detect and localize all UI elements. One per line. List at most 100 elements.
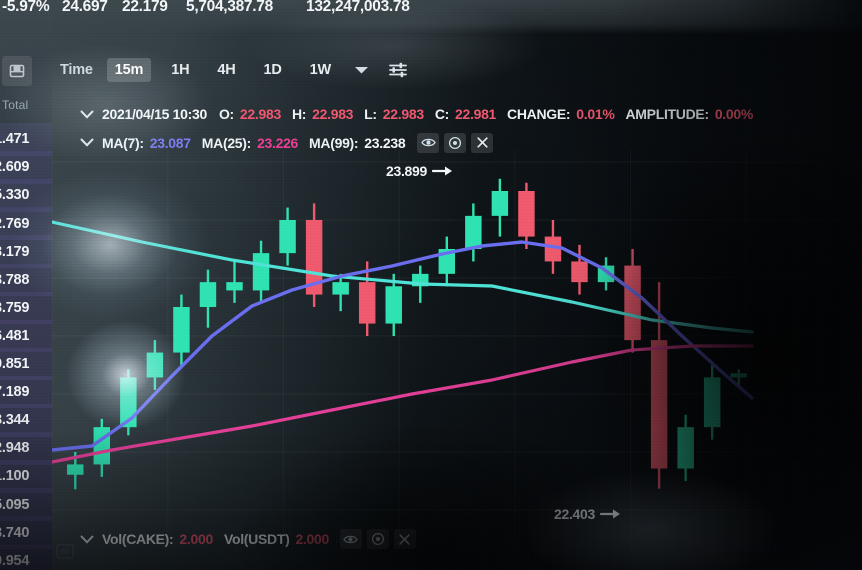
ma7-label: MA(7): xyxy=(102,134,144,151)
ma99-value: 23.238 xyxy=(364,134,406,151)
ma-line-series xyxy=(52,220,754,464)
ohlc-legend: 2021/04/15 10:30 O: 22.983 H: 22.983 L: … xyxy=(80,103,764,125)
candle-body xyxy=(146,352,164,378)
ma25-label: MA(25): xyxy=(201,134,252,151)
low-price-annotation: 22.403 xyxy=(554,506,622,522)
stat-volume-base: 5,704,387.78 xyxy=(186,0,273,15)
candle-body xyxy=(93,427,111,465)
ohlc-change-label: CHANGE: xyxy=(507,106,571,122)
ohlc-high-value: 22.983 xyxy=(312,106,354,122)
close-icon[interactable] xyxy=(393,529,416,549)
ohlc-datetime: 2021/04/15 10:30 xyxy=(102,106,207,122)
candle-body xyxy=(385,286,402,324)
timeframe-1h[interactable]: 1H xyxy=(171,62,190,78)
indicator-settings-icon[interactable] xyxy=(366,529,389,549)
ohlc-low-label: L: xyxy=(364,106,377,122)
order-book-sidebar: Total 1.471 2.609 5.330 2.769 3.179 3.788 3.75… xyxy=(0,0,52,570)
moving-average-legend: MA(7): 23.087 MA(25): 23.226 MA(99): 23.… xyxy=(80,131,498,154)
chevron-down-icon[interactable] xyxy=(353,64,370,76)
orderbook-total-value: 5.330 xyxy=(0,187,30,204)
low-price-label: 22.403 xyxy=(554,506,596,522)
candle-body xyxy=(465,215,482,249)
stat-24h-high: 24.697 xyxy=(62,0,108,15)
ohlc-close-label: C: xyxy=(434,106,450,122)
high-price-label: 23.899 xyxy=(386,163,428,179)
chart-settings-sliders-icon[interactable] xyxy=(388,61,408,79)
timeframe-1d[interactable]: 1D xyxy=(263,62,282,78)
volume-base-value: 2.000 xyxy=(179,531,213,547)
orderbook-row[interactable]: 0.954 xyxy=(0,544,52,570)
orderbook-total-value: 3.179 xyxy=(0,243,30,260)
candle-body xyxy=(358,282,376,324)
orderbook-total-value: 3.740 xyxy=(0,524,30,541)
ohlc-change-value: 0.01% xyxy=(576,106,615,122)
candle-body xyxy=(67,464,84,475)
ohlc-amplitude-value: 0.00% xyxy=(714,106,754,122)
orderbook-total-value: 1.471 xyxy=(0,131,30,148)
timeframe-4h[interactable]: 4H xyxy=(217,62,236,78)
ma7-line xyxy=(52,240,754,452)
chevron-down-icon[interactable] xyxy=(80,534,94,545)
candle-body xyxy=(279,220,296,254)
candle-body xyxy=(703,377,721,428)
stat-change-percent: -5.97% xyxy=(2,0,50,15)
chart-toolbar: Time 15m 1H 4H 1D 1W xyxy=(60,52,408,88)
ohlc-open-value: 22.983 xyxy=(239,106,281,122)
candle-body xyxy=(252,253,270,291)
volume-legend: Vol(CAKE): 2.000 Vol(USDT) 2.000 xyxy=(80,528,421,550)
ohlc-open-label: O: xyxy=(218,106,234,122)
eye-icon[interactable] xyxy=(417,132,440,153)
toolbar-time-label: Time xyxy=(60,62,93,78)
volume-quote-value: 2.000 xyxy=(295,531,329,547)
candle-body xyxy=(226,282,243,291)
ohlc-high-label: H: xyxy=(291,106,307,122)
orderbook-total-value: 3.344 xyxy=(0,412,30,429)
candle-body xyxy=(199,282,217,307)
orderbook-total-value: 7.189 xyxy=(0,384,30,401)
candle-body xyxy=(624,265,641,341)
arrow-right-icon xyxy=(600,508,622,520)
ma7-value: 23.087 xyxy=(149,134,191,151)
chevron-down-icon[interactable] xyxy=(80,109,94,120)
timeframe-1w[interactable]: 1W xyxy=(309,62,332,78)
ohlc-low-value: 22.983 xyxy=(382,106,424,122)
stat-24h-low: 22.179 xyxy=(122,0,168,15)
orderbook-total-value: 1.100 xyxy=(0,468,30,485)
candle-body xyxy=(650,340,668,469)
candle-body xyxy=(332,282,349,295)
orderbook-total-value: 2.609 xyxy=(0,159,30,176)
ma99-label: MA(99): xyxy=(309,134,359,151)
candle-body xyxy=(518,191,535,237)
high-price-annotation: 23.899 xyxy=(386,163,454,179)
candle-body xyxy=(491,191,509,216)
stat-volume-quote: 132,247,003.78 xyxy=(306,0,410,15)
orderbook-total-value: 0.851 xyxy=(0,356,30,373)
candlestick-chart[interactable] xyxy=(52,150,862,550)
ohlc-close-value: 22.981 xyxy=(455,106,497,122)
chevron-down-icon[interactable] xyxy=(80,137,94,148)
orderbook-total-value: 2.769 xyxy=(0,215,30,232)
eye-icon[interactable] xyxy=(339,529,362,549)
volume-quote-label: Vol(USDT) xyxy=(223,531,290,547)
chart-svg xyxy=(52,150,862,550)
close-icon[interactable] xyxy=(471,132,494,153)
indicator-settings-icon[interactable] xyxy=(444,132,467,153)
keyboard-icon[interactable] xyxy=(52,538,78,564)
orderbook-total-value: 3.788 xyxy=(0,271,30,288)
ohlc-amplitude-label: AMPLITUDE: xyxy=(625,106,709,122)
orderbook-total-value: 5.095 xyxy=(0,496,30,513)
ma99-line xyxy=(52,220,754,334)
orderbook-total-value: 6.481 xyxy=(0,327,30,344)
timeframe-15m[interactable]: 15m xyxy=(106,58,152,82)
orderbook-layout-icon[interactable] xyxy=(2,56,32,86)
candle-body xyxy=(571,261,588,283)
ma25-value: 23.226 xyxy=(257,134,299,151)
candle-series xyxy=(67,178,747,490)
volume-base-label: Vol(CAKE): xyxy=(102,531,174,547)
market-stats-header: -5.97% 24.697 22.179 5,704,387.78 132,24… xyxy=(0,0,862,34)
orderbook-column-header: Total xyxy=(2,98,29,112)
candle-body xyxy=(730,373,747,378)
arrow-right-icon xyxy=(432,165,454,177)
orderbook-total-value: 0.954 xyxy=(0,552,30,569)
